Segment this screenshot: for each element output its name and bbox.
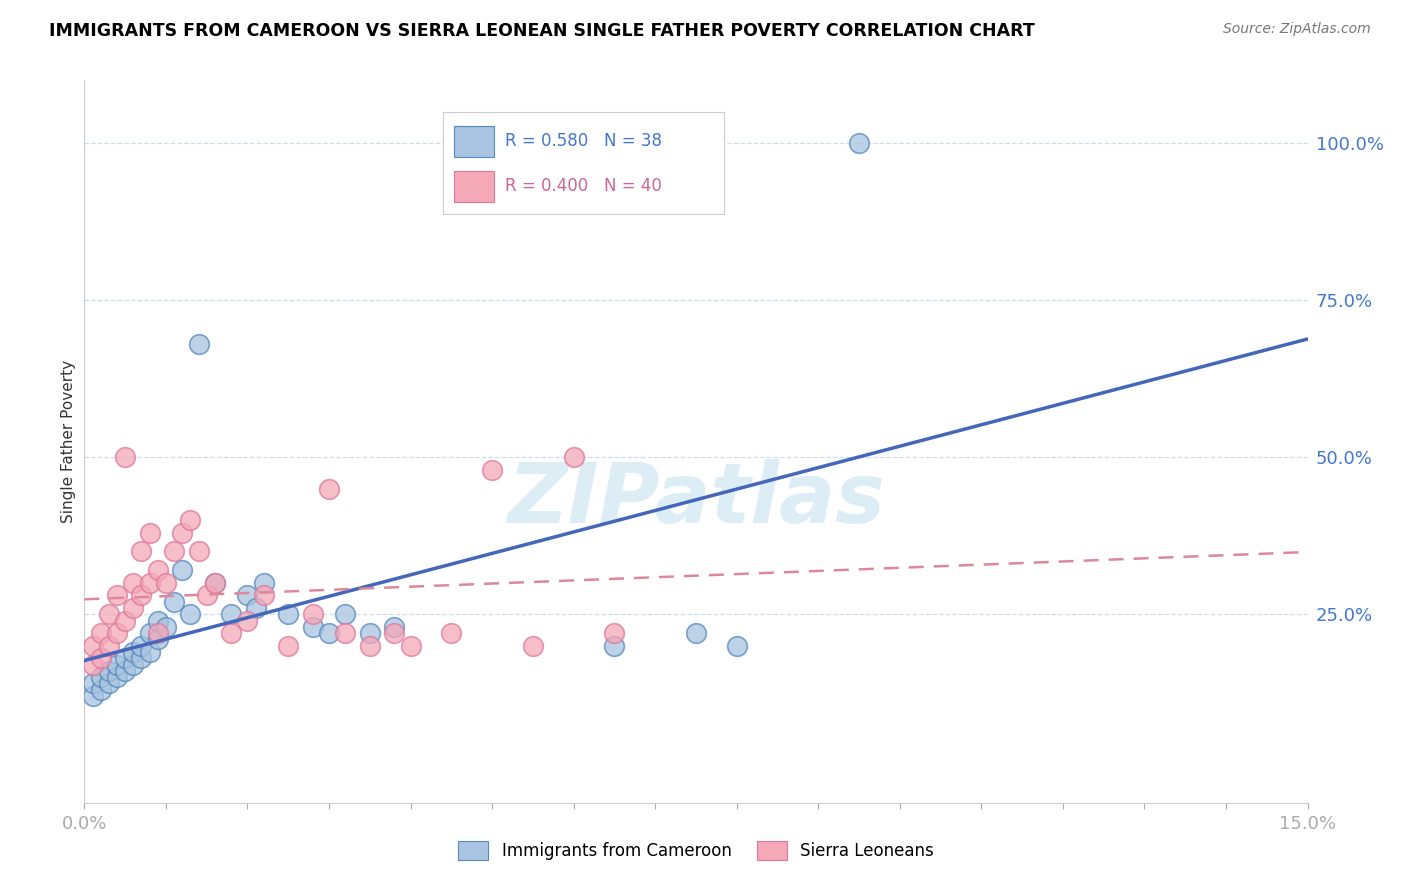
Point xyxy=(603,639,626,653)
Point xyxy=(301,607,323,622)
Point xyxy=(105,670,128,684)
Point xyxy=(603,626,626,640)
Point xyxy=(82,676,104,690)
Bar xyxy=(454,126,494,157)
Point xyxy=(245,601,267,615)
Point xyxy=(155,575,177,590)
Point xyxy=(82,689,104,703)
Point xyxy=(685,626,707,640)
Point xyxy=(440,626,463,640)
Point xyxy=(122,575,145,590)
Point xyxy=(382,626,405,640)
Point xyxy=(253,589,276,603)
Point xyxy=(131,544,153,558)
Point xyxy=(146,626,169,640)
Point xyxy=(146,632,169,647)
Point xyxy=(179,513,201,527)
Point xyxy=(382,620,405,634)
Point xyxy=(301,620,323,634)
Legend: Immigrants from Cameroon, Sierra Leoneans: Immigrants from Cameroon, Sierra Leonean… xyxy=(451,834,941,867)
Point xyxy=(97,676,120,690)
Point xyxy=(399,639,422,653)
Point xyxy=(562,450,585,465)
Point xyxy=(335,607,357,622)
Point xyxy=(97,639,120,653)
Point xyxy=(236,589,259,603)
Point xyxy=(848,136,870,150)
Point xyxy=(725,639,748,653)
Point xyxy=(122,645,145,659)
Point xyxy=(318,482,340,496)
Point xyxy=(146,563,169,577)
Text: R = 0.580   N = 38: R = 0.580 N = 38 xyxy=(505,132,662,150)
Point xyxy=(114,450,136,465)
Text: Source: ZipAtlas.com: Source: ZipAtlas.com xyxy=(1223,22,1371,37)
Point xyxy=(187,544,209,558)
Point xyxy=(90,670,112,684)
Point xyxy=(146,614,169,628)
Point xyxy=(90,682,112,697)
Point xyxy=(138,525,160,540)
Point xyxy=(179,607,201,622)
Text: IMMIGRANTS FROM CAMEROON VS SIERRA LEONEAN SINGLE FATHER POVERTY CORRELATION CHA: IMMIGRANTS FROM CAMEROON VS SIERRA LEONE… xyxy=(49,22,1035,40)
Point xyxy=(90,651,112,665)
Point xyxy=(122,601,145,615)
Point xyxy=(277,639,299,653)
Point xyxy=(138,575,160,590)
Point xyxy=(359,639,381,653)
Point xyxy=(131,639,153,653)
Point xyxy=(172,563,194,577)
Point xyxy=(131,589,153,603)
Point xyxy=(195,589,218,603)
Text: ZIPatlas: ZIPatlas xyxy=(508,458,884,540)
Bar xyxy=(454,171,494,202)
Point xyxy=(359,626,381,640)
Point xyxy=(163,544,186,558)
Point xyxy=(90,626,112,640)
Y-axis label: Single Father Poverty: Single Father Poverty xyxy=(60,360,76,523)
Point xyxy=(114,614,136,628)
Point xyxy=(155,620,177,634)
Point xyxy=(335,626,357,640)
Point xyxy=(82,657,104,672)
Point xyxy=(187,337,209,351)
Point xyxy=(82,639,104,653)
Point xyxy=(114,651,136,665)
Point xyxy=(131,651,153,665)
Point xyxy=(318,626,340,640)
Point xyxy=(522,639,544,653)
Point xyxy=(204,575,226,590)
Point xyxy=(97,664,120,678)
Point xyxy=(105,657,128,672)
Point xyxy=(138,645,160,659)
Point xyxy=(105,626,128,640)
Point xyxy=(236,614,259,628)
Point xyxy=(122,657,145,672)
Point xyxy=(97,607,120,622)
Point xyxy=(138,626,160,640)
Point xyxy=(105,589,128,603)
Point xyxy=(172,525,194,540)
Point xyxy=(204,575,226,590)
Point xyxy=(253,575,276,590)
Text: R = 0.400   N = 40: R = 0.400 N = 40 xyxy=(505,178,662,195)
Point xyxy=(219,626,242,640)
Point xyxy=(114,664,136,678)
Point xyxy=(219,607,242,622)
Point xyxy=(163,595,186,609)
Point xyxy=(481,463,503,477)
Point xyxy=(277,607,299,622)
